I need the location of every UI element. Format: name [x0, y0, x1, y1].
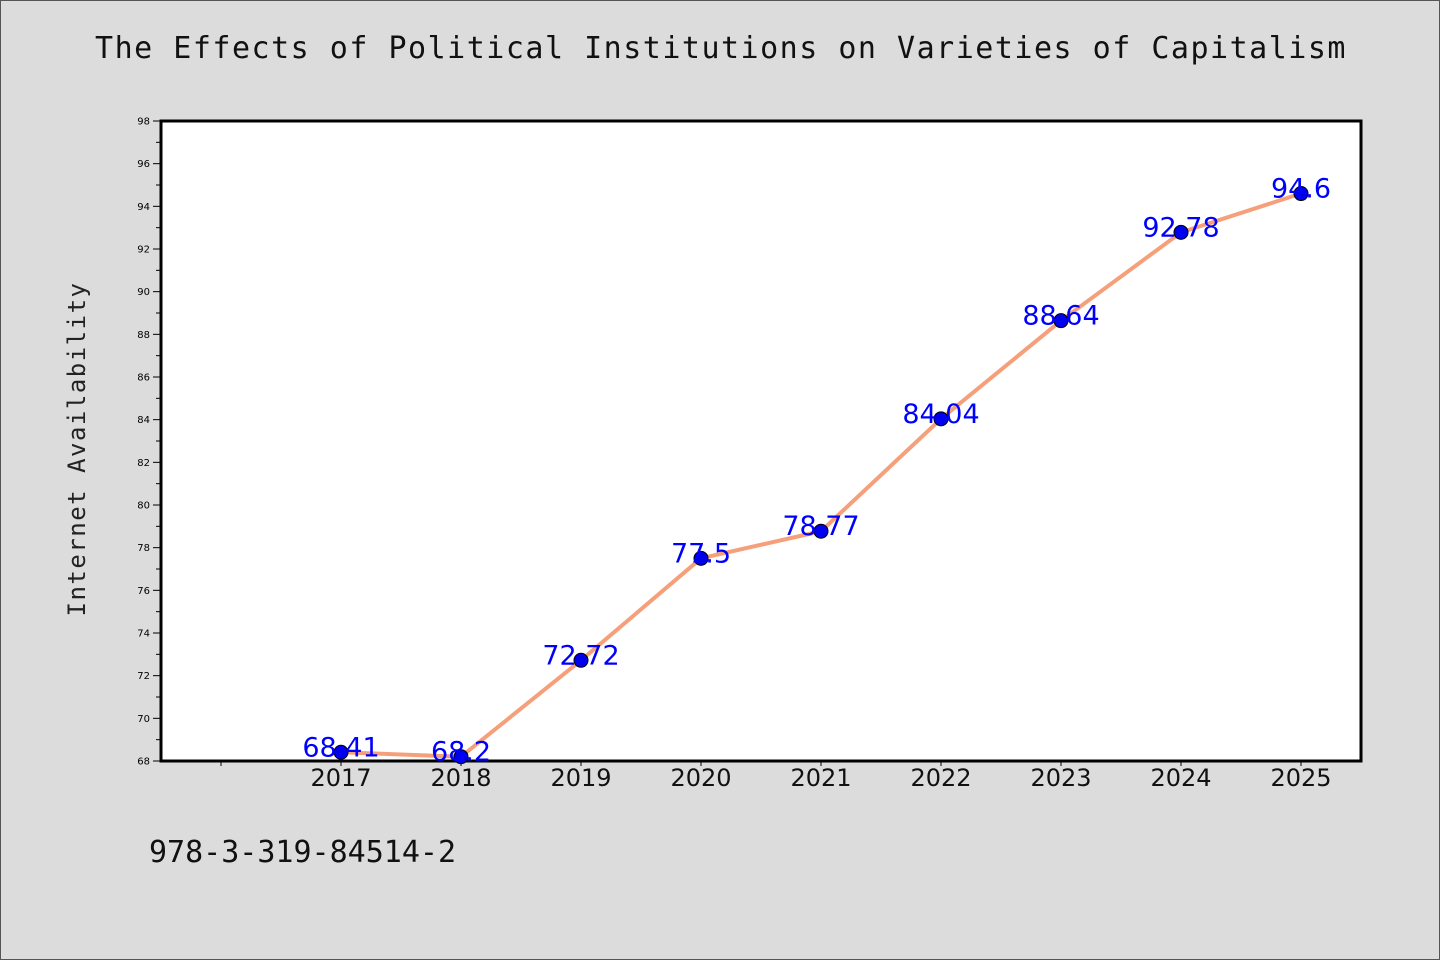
- data-point: [813, 523, 829, 539]
- data-point: [453, 749, 469, 765]
- y-tick-label: 86: [137, 373, 150, 384]
- y-axis-label: Internet Availability: [63, 281, 91, 617]
- y-tick-label: 92: [137, 245, 150, 256]
- y-tick-label: 98: [137, 117, 150, 128]
- x-tick-label: 2021: [790, 764, 851, 792]
- data-label: 84.04: [902, 399, 979, 430]
- y-tick-label: 80: [137, 501, 150, 512]
- x-tick-label: 2020: [670, 764, 731, 792]
- data-label: 78.77: [782, 511, 859, 542]
- data-point: [1053, 313, 1069, 329]
- y-tick-label: 78: [137, 543, 150, 554]
- y-tick-label: 68: [137, 757, 150, 768]
- isbn-text: 978-3-319-84514-2: [149, 835, 457, 870]
- data-label: 72.72: [542, 640, 619, 671]
- data-label: 92.78: [1142, 212, 1219, 243]
- x-tick-label: 2023: [1030, 764, 1091, 792]
- data-point: [573, 652, 589, 668]
- y-tick-label: 70: [137, 714, 150, 725]
- data-point: [933, 411, 949, 427]
- y-tick-label: 88: [137, 330, 150, 341]
- y-tick-label: 74: [137, 629, 150, 640]
- data-point: [333, 744, 349, 760]
- data-point: [693, 550, 709, 566]
- data-label: 88.64: [1022, 301, 1099, 332]
- y-tick-label: 94: [137, 202, 150, 213]
- x-tick-label: 2022: [910, 764, 971, 792]
- data-label: 94.6: [1271, 174, 1331, 205]
- data-point: [1293, 186, 1309, 202]
- y-tick-label: 84: [137, 415, 150, 426]
- x-tick-label: 2017: [310, 764, 371, 792]
- x-tick-label: 2025: [1270, 764, 1331, 792]
- chart-title: The Effects of Political Institutions on…: [95, 31, 1347, 66]
- x-tick-label: 2018: [430, 764, 491, 792]
- plot-area: [159, 119, 1363, 763]
- data-point: [1173, 224, 1189, 240]
- y-tick-label: 72: [137, 671, 150, 682]
- data-label: 68.2: [431, 737, 491, 768]
- y-tick-label: 96: [137, 159, 150, 170]
- y-tick-label: 90: [137, 287, 150, 298]
- data-label: 68.41: [302, 732, 379, 763]
- data-label: 77.5: [671, 538, 731, 569]
- x-tick-label: 2019: [550, 764, 611, 792]
- y-tick-label: 76: [137, 586, 150, 597]
- x-tick-label: 2024: [1150, 764, 1211, 792]
- y-tick-label: 82: [137, 458, 150, 469]
